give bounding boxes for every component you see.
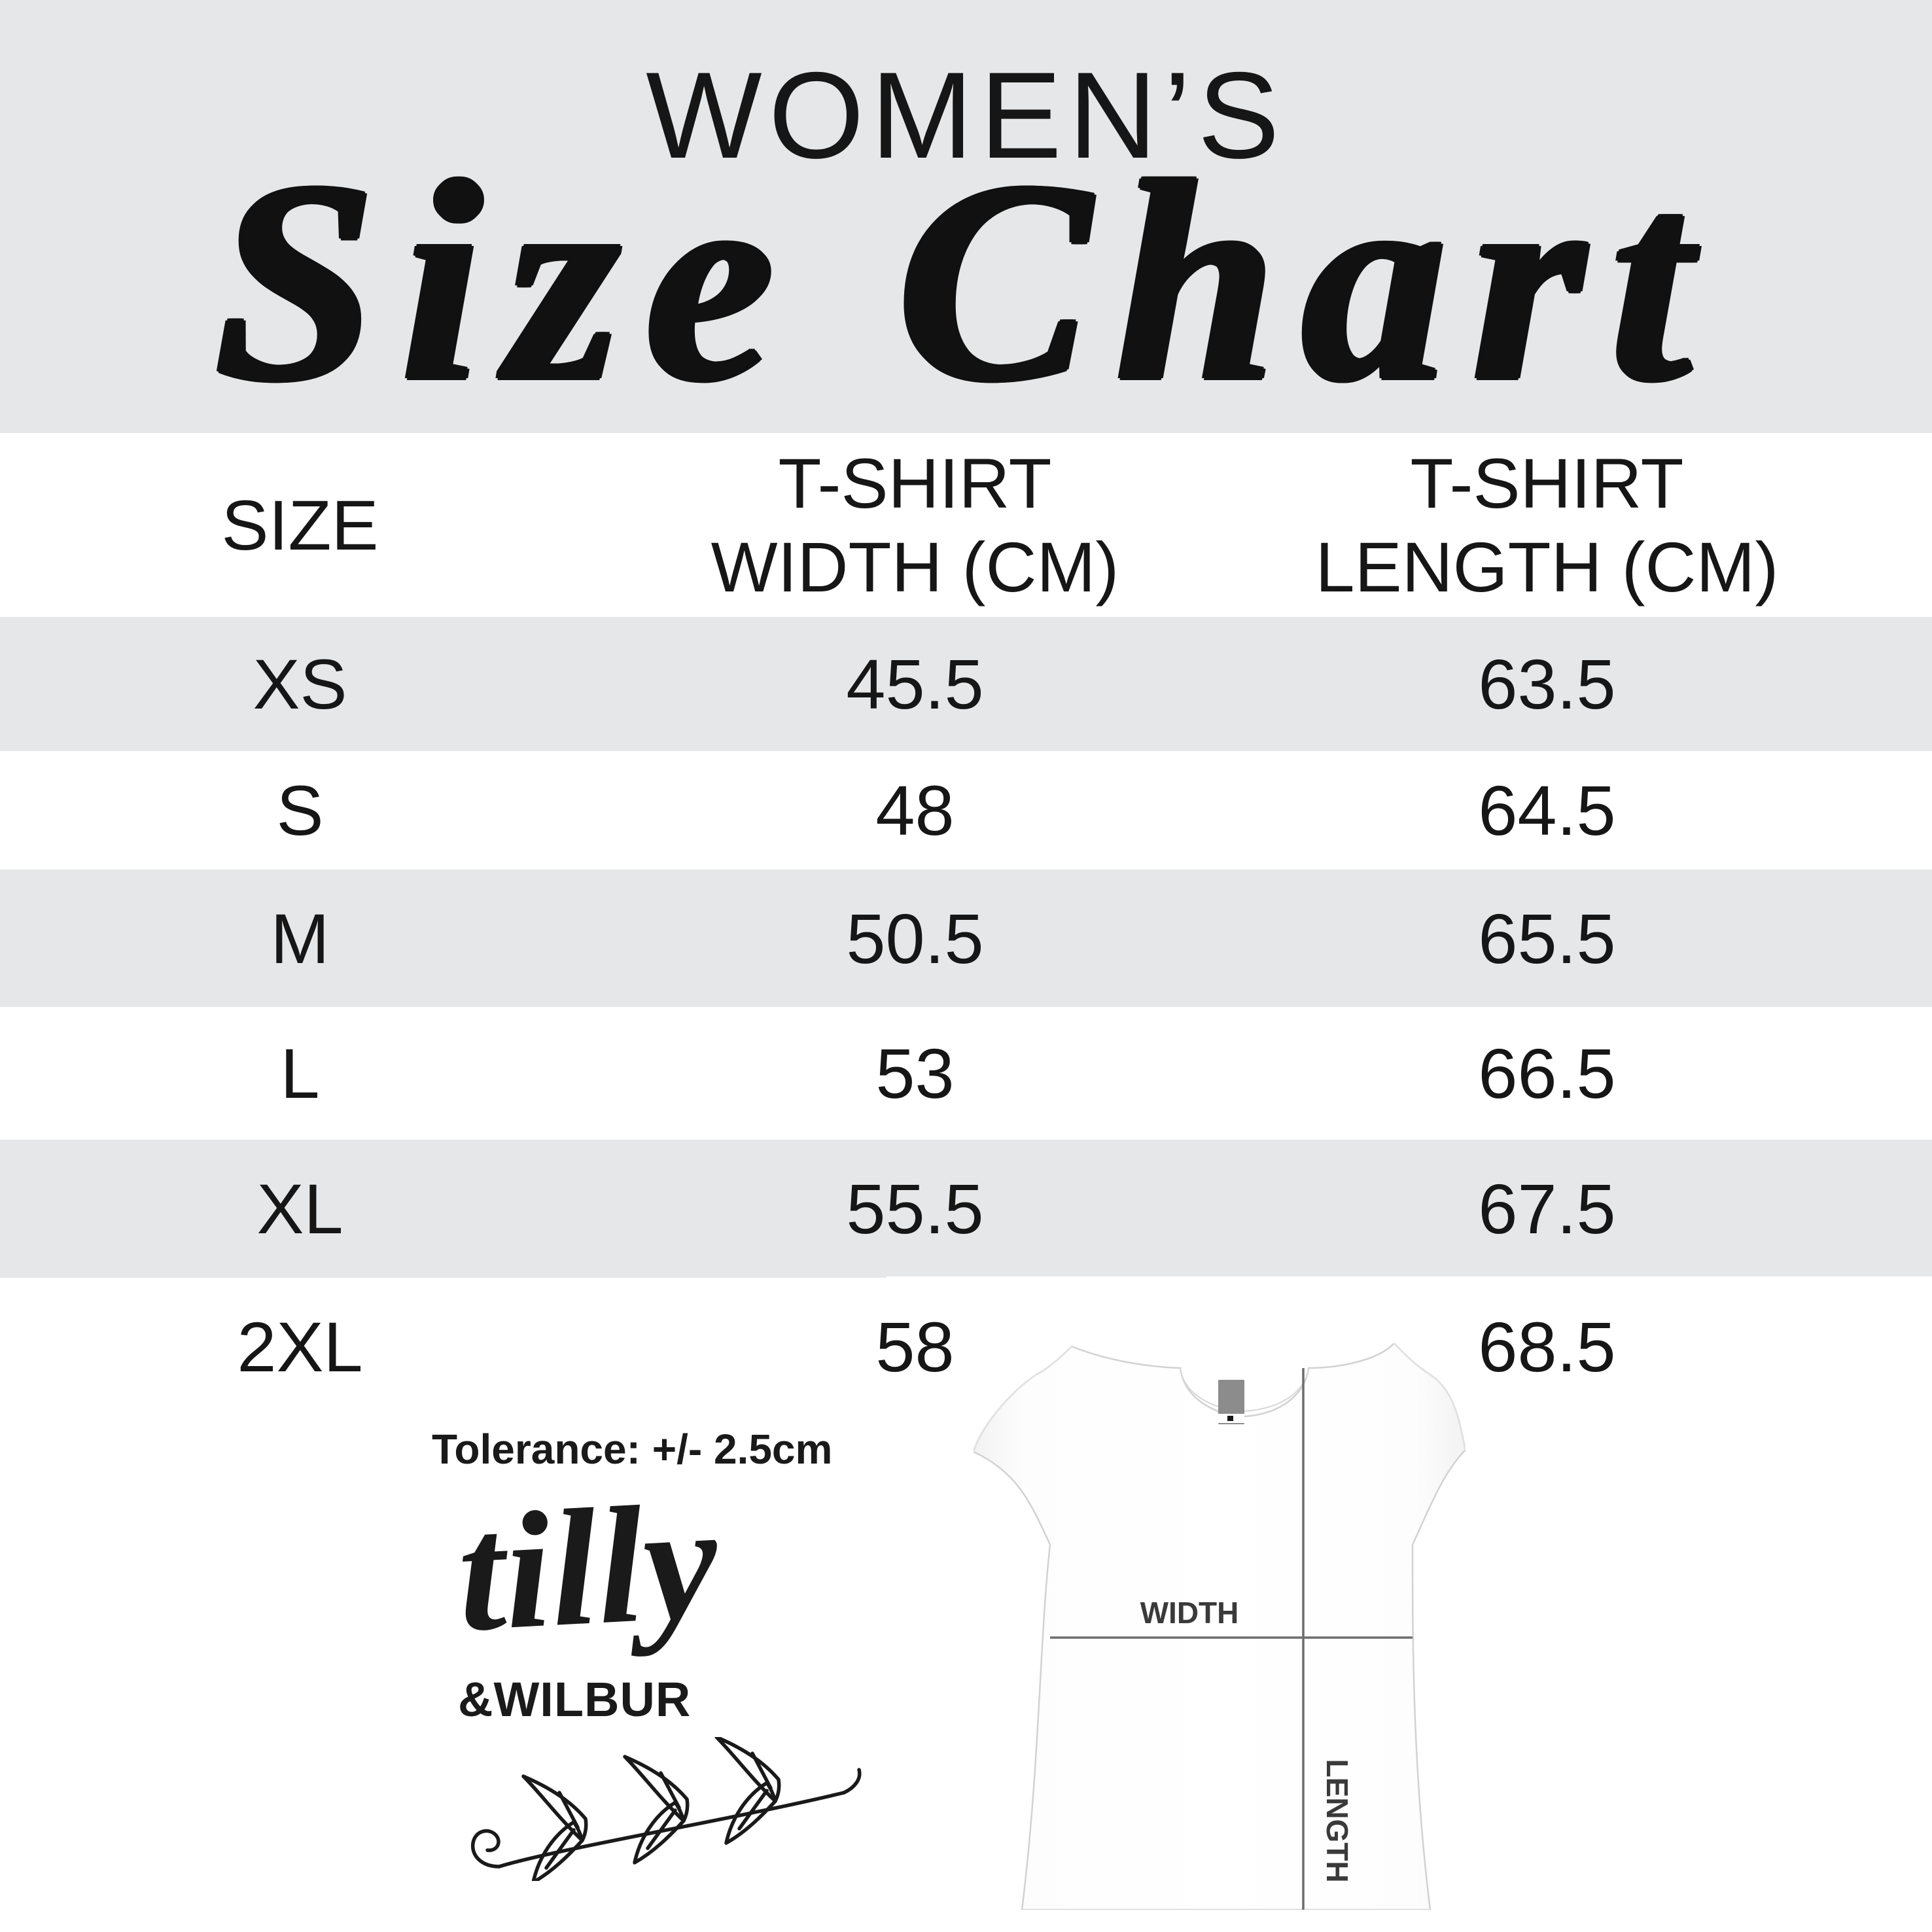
svg-text:WIDTH: WIDTH xyxy=(1140,1596,1239,1630)
svg-text:LENGTH: LENGTH xyxy=(1320,1759,1354,1882)
